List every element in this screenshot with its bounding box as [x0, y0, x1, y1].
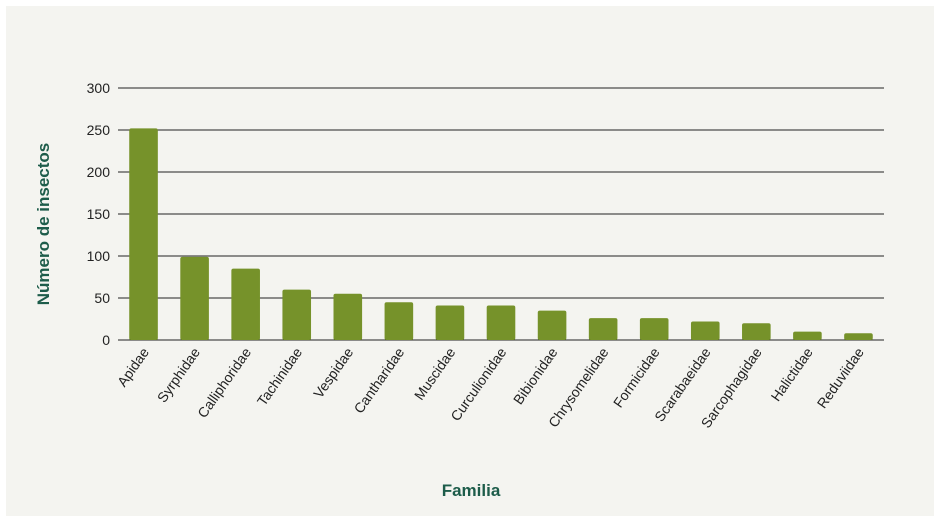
- bar-tachinidae: [282, 289, 312, 340]
- bar-chrysomelidae: [588, 318, 618, 340]
- x-axis-title: Familia: [442, 481, 501, 500]
- y-tick-label: 50: [94, 290, 110, 306]
- bar-reduviidae: [844, 333, 873, 340]
- bar-cantharidae: [384, 302, 414, 340]
- bar-muscidae: [435, 305, 465, 340]
- bar-bibionidae: [537, 310, 567, 340]
- bars: [129, 128, 873, 340]
- x-tick-label: Bibionidae: [510, 344, 561, 407]
- y-tick-label: 250: [87, 122, 111, 138]
- x-tick-label: Calliphoridae: [194, 344, 254, 420]
- chart-panel: 0 50 100 150 200 250 300 Apidae Syrphidae Callip…: [6, 6, 934, 516]
- y-tick-label: 300: [87, 80, 111, 96]
- x-tick-label: Tachinidae: [254, 344, 306, 408]
- x-tick-label: Syrphidae: [154, 344, 203, 405]
- bar-scarabaeidae: [690, 321, 720, 340]
- y-tick-label: 0: [102, 332, 110, 348]
- y-tick-label: 100: [87, 248, 111, 264]
- bar-apidae: [129, 128, 158, 340]
- x-tick-label: Vespidae: [310, 344, 356, 401]
- y-tick-labels: 0 50 100 150 200 250 300: [87, 80, 111, 348]
- bar-formicidae: [639, 318, 669, 340]
- bar-sarcophagidae: [742, 323, 771, 340]
- bar-curculionidae: [486, 305, 516, 340]
- bar-vespidae: [333, 293, 363, 340]
- x-tick-label: Muscidae: [411, 344, 459, 402]
- y-tick-label: 150: [87, 206, 111, 222]
- x-tick-label: Curculionidae: [447, 344, 509, 423]
- x-tick-label: Halictidae: [767, 344, 815, 404]
- y-axis-title: Número de insectos: [34, 143, 53, 306]
- y-tick-label: 200: [87, 164, 111, 180]
- bar-calliphoridae: [231, 268, 260, 340]
- x-tick-label: Apidae: [114, 344, 152, 389]
- x-tick-label: Formicidae: [610, 344, 663, 410]
- bar-syrphidae: [180, 256, 209, 340]
- bar-chart: 0 50 100 150 200 250 300 Apidae SyrphidaeCallip…: [34, 80, 884, 500]
- x-tick-label: Reduviidae: [814, 344, 867, 411]
- bar-halictidae: [793, 331, 822, 340]
- x-tick-label: Cantharidae: [350, 344, 407, 416]
